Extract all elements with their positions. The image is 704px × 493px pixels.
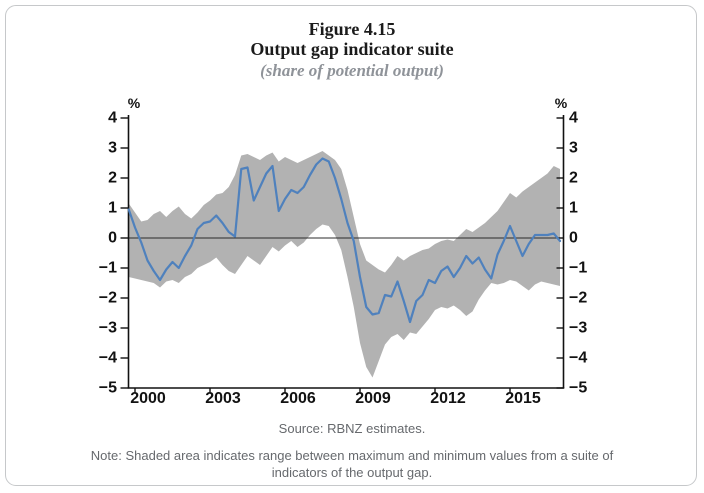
y-tick-label-left: −5	[99, 380, 117, 397]
x-tick-label: 2003	[205, 390, 241, 407]
y-tick-label-right: −1	[569, 260, 587, 277]
y-tick-label-left: 3	[108, 140, 117, 157]
x-tick-label: 2006	[280, 390, 316, 407]
x-tick-label: 2000	[130, 390, 166, 407]
y-tick-label-left: 4	[108, 110, 117, 127]
figure-label: Figure 4.15	[308, 19, 396, 39]
y-tick-label-left: −2	[99, 290, 117, 307]
y-tick-label-left: −4	[99, 350, 117, 367]
y-tick-label-left: 1	[108, 200, 117, 217]
y-tick-label-right: −2	[569, 290, 587, 307]
y-tick-label-right: 1	[569, 200, 578, 217]
chart-subtitle: (share of potential output)	[260, 61, 444, 80]
output-gap-line	[127, 157, 562, 324]
y-tick-label-left: 2	[108, 170, 117, 187]
y-axis-unit-left: %	[127, 95, 141, 111]
y-tick-label-right: −4	[569, 350, 587, 367]
y-tick-label-left: −3	[99, 320, 117, 337]
y-tick-label-right: 3	[569, 140, 578, 157]
y-axis-unit-right: %	[554, 95, 568, 111]
range-band	[128, 151, 560, 378]
y-tick-label-left: 0	[108, 230, 117, 247]
y-tick-label-right: −5	[569, 380, 587, 397]
y-tick-label-right: 4	[569, 110, 578, 127]
chart-title: Output gap indicator suite	[250, 39, 454, 59]
x-tick-label: 2009	[355, 390, 391, 407]
y-tick-label-left: −1	[99, 260, 117, 277]
y-tick-label-right: −3	[569, 320, 587, 337]
y-tick-label-right: 0	[569, 230, 578, 247]
x-tick-label: 2012	[430, 390, 466, 407]
note-text: Note: Shaded area indicates range betwee…	[90, 448, 614, 480]
x-tick-label: 2015	[505, 390, 541, 407]
source-text: Source: RBNZ estimates.	[278, 421, 426, 436]
chart-header: Figure 4.15 Output gap indicator suite (…	[0, 19, 704, 81]
y-tick-label-right: 2	[569, 170, 578, 187]
